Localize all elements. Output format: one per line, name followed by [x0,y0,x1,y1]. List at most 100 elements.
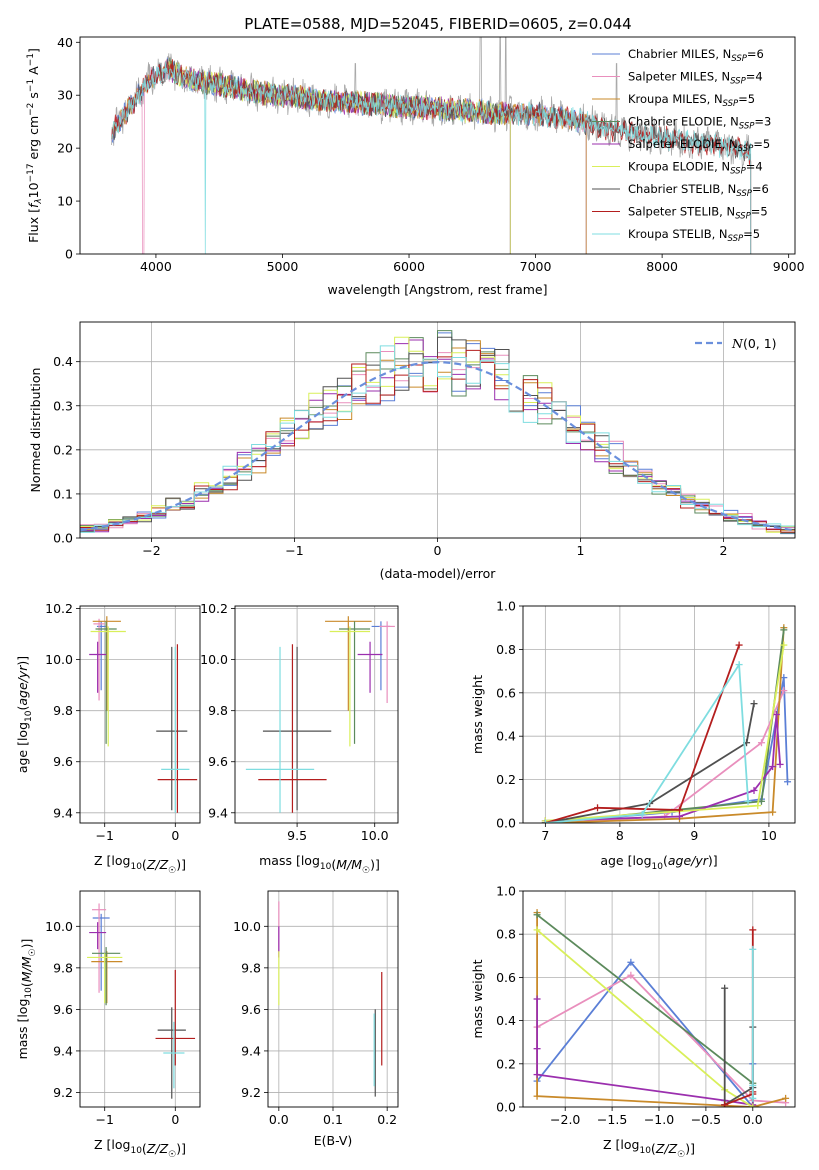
weight_vs_Z-frame [522,890,796,1108]
weight-line [536,929,754,1107]
residuals-axes: −2 −1 0 1 2 0.0 0.1 0.2 0.3 0.4 [53,322,795,558]
errorbar-point [90,626,126,747]
x-tick-label: 8 [616,828,624,843]
errorbar-point [89,922,107,950]
y-tick-label: 0.8 [496,927,516,942]
weight-age-xlabel: age [log10(age/yr)] [600,853,717,872]
x-tick-label: 0.0 [269,1112,289,1127]
mass_vs_Z-points [87,903,196,1099]
y-tick-label: 9.6 [53,754,73,769]
weight-line [545,661,749,823]
weight_vs_age-lines [541,624,792,823]
residuals-ylabel: Normed distribution [28,368,43,493]
errorbar-point [262,646,332,811]
y-tick-label: 0.8 [496,642,516,657]
x-tick-label: 7 [541,828,549,843]
legend-label: Salpeter STELIB, NSSP=5 [628,205,768,222]
mass_vs_Z-axes: −1 0 9.2 9.4 9.6 9.8 10.0 [45,891,200,1127]
y-tick-label: 0.0 [496,816,516,831]
spectrum-lines [111,37,752,254]
y-tick-label: 9.4 [53,1043,73,1058]
errorbar-point [92,903,107,993]
y-tick-label: 40 [57,35,73,50]
residuals-frame [79,321,796,539]
weight-z-xlabel: Z [log10(Z/Z☉)] [603,1137,695,1160]
x-tick-label: 2 [720,543,728,558]
normal-curve [80,360,795,532]
legend-label: Kroupa STELIB, NSSP=5 [628,227,760,244]
chart-panels: 4000 5000 6000 7000 8000 9000010203040wavelen… [15,35,805,1160]
legend-label: Salpeter MILES, NSSP=4 [628,70,763,87]
errorbar-point [245,646,315,813]
y-tick-label: 0.1 [53,486,73,501]
weight-line [545,703,755,823]
errorbar-point [89,641,107,693]
model-spectrum-line [111,59,587,254]
residual-histograms [80,330,795,536]
y-tick-label: 0 [65,247,73,262]
errorbar-point [95,621,117,744]
errorbar-point [91,951,123,1004]
y-tick-label: 10.0 [200,652,228,667]
spectrum-axes: 4000 5000 6000 7000 8000 9000 0 10 20 30 40 [57,35,805,274]
x-tick-label: 10 [761,828,777,843]
errorbar-point [92,913,110,991]
errorbar-point [87,953,123,1004]
z-xlabel: Z [log10(Z/Z☉)] [94,853,186,876]
errorbar-point [92,616,121,711]
errorbar-point [96,621,106,691]
spectrum-legend: Chabrier MILES, NSSP=6 Salpeter MILES, NS… [592,47,771,244]
y-tick-label: 10.2 [200,601,228,616]
weight_vs_age-ylabel: mass weight [470,675,485,754]
mass_vs_EBV-frame [267,890,399,1108]
weight_vs_Z-lines [533,909,790,1107]
y-tick-label: 10.0 [45,652,73,667]
y-tick-label: 1.0 [496,884,516,899]
figure-title: PLATE=0588, MJD=52045, FIBERID=0605, z=0… [244,15,631,33]
x-tick-label: 0 [434,543,442,558]
y-tick-label: 9.8 [241,960,261,975]
x-tick-label: 4000 [140,259,172,274]
weight-line [545,627,785,823]
y-tick-label: 0.0 [53,531,73,546]
x-tick-label: 6000 [393,259,425,274]
y-tick-label: 1.0 [496,599,516,614]
y-tick-label: 9.4 [241,1043,261,1058]
x-tick-label: 8000 [646,259,678,274]
y-tick-label: 30 [57,88,73,103]
x-tick-label: −1.0 [644,1112,674,1127]
spectrum-ylabel: Flux [fλ10−17 erg cm−2 s−1 A−1] [26,48,44,243]
weight-line [536,974,786,1104]
spectrum-xlabel: wavelength [Angstrom, rest frame] [327,282,547,297]
age-ylabel: age [log10(age/yr)] [15,656,34,773]
x-tick-label: 9.5 [287,828,307,843]
errorbar-point [339,621,371,744]
errorbar-point [93,618,105,701]
y-tick-label: 9.6 [53,1002,73,1017]
y-tick-label: 10.0 [45,919,73,934]
age_vs_Z-points [89,616,198,813]
spectrum-frame [79,36,796,255]
weight_vs_age-frame [522,605,796,824]
legend-label: Kroupa ELODIE, NSSP=4 [628,160,763,177]
x-tick-label: −2.0 [550,1112,580,1127]
y-tick-label: 20 [57,141,73,156]
y-tick-label: 10 [57,194,73,209]
age_vs_Z-frame [79,605,201,824]
weight_vs_Z-ylabel: mass weight [470,959,485,1038]
legend-label: Chabrier ELODIE, NSSP=3 [628,115,771,132]
y-tick-label: 9.6 [241,1002,261,1017]
x-tick-label: 7000 [520,259,552,274]
x-tick-label: −1 [285,543,303,558]
weight_vs_Z-axes: −2.0 −1.5 −1.0 −0.5 0.0 0.0 0.2 0.4 0.6 0.8 1.0 [496,884,795,1127]
age_vs_mass-frame [234,605,399,824]
legend-label: Salpeter ELODIE, NSSP=5 [628,137,770,154]
mass-ylabel: mass [log10(M/M☉)] [15,939,38,1060]
weight-line [545,714,781,822]
ebv-xlabel: E(B-V) [314,1133,353,1148]
errorbar-point [357,641,383,693]
y-tick-label: 0.4 [496,1013,516,1028]
x-tick-label: 0.0 [743,1112,763,1127]
x-tick-label: 5000 [267,259,299,274]
